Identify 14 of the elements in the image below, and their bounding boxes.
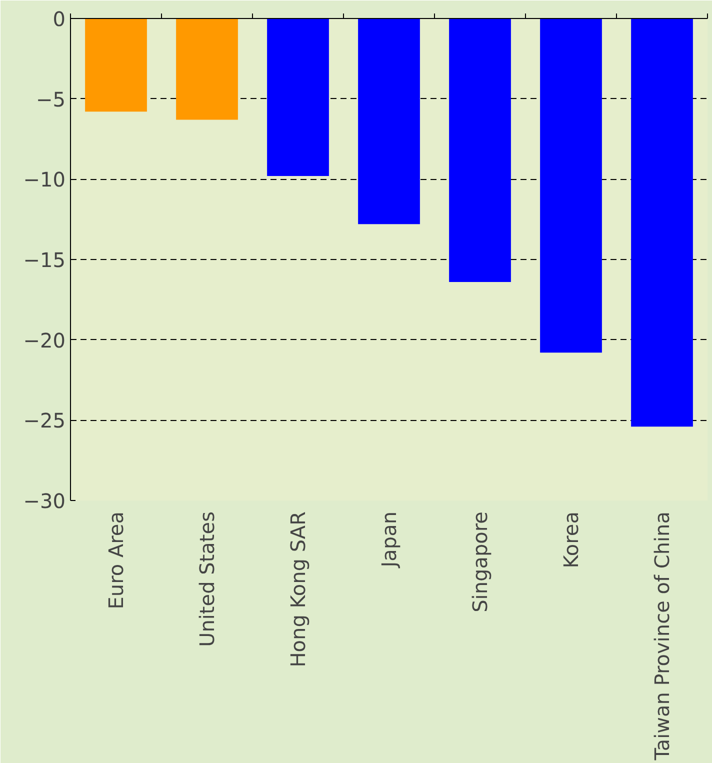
y-tick-label: 0 [52, 7, 66, 31]
x-tick-label: Singapore [468, 511, 492, 612]
y-tick-label: −30 [23, 489, 66, 513]
x-tick-label: Euro Area [104, 511, 128, 610]
y-tick-label: −10 [23, 168, 66, 192]
x-tick-label: Korea [559, 511, 583, 568]
x-tick-label: Japan [377, 512, 401, 570]
y-tick-label: −25 [23, 408, 66, 433]
y-tick-label: −15 [23, 248, 66, 272]
y-tick-label: −5 [36, 87, 66, 112]
x-tick-label: Taiwan Province of China [650, 511, 674, 762]
y-tick-label: −20 [23, 328, 66, 352]
x-tick-label: Hong Kong SAR [286, 511, 310, 668]
x-tick-label: United States [195, 511, 219, 647]
